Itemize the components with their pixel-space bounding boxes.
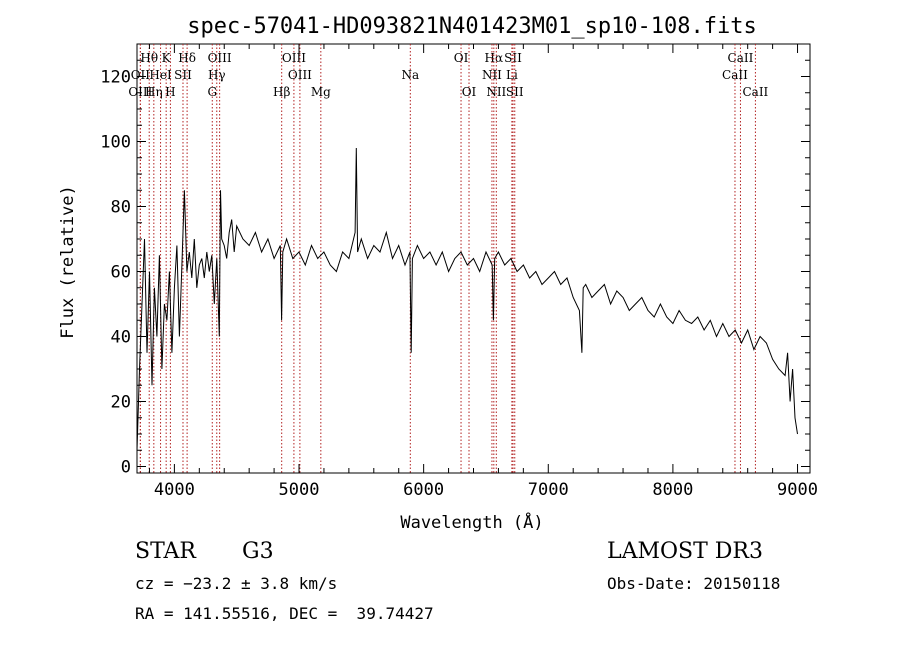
x-tick-label-1: 5000 (279, 480, 320, 500)
marker-label-18: OI (462, 85, 477, 99)
y-tick-label-1: 20 (111, 393, 131, 413)
marker-label-10: Hγ (208, 68, 226, 82)
marker-label-4: HeI (149, 68, 172, 82)
y-tick-label-4: 80 (111, 198, 131, 218)
x-tick-label-3: 7000 (528, 480, 569, 500)
y-tick-label-5: 100 (100, 133, 131, 153)
x-axis: 4000 5000 6000 7000 8000 9000 (148, 44, 818, 500)
x-tick-label-0: 4000 (154, 480, 195, 500)
marker-label-7: SII (174, 68, 192, 82)
chart-title: spec-57041-HD093821N401423M01_sp10-108.f… (187, 14, 757, 39)
marker-label-6: Hδ (178, 51, 196, 65)
marker-label-17: OI (454, 51, 469, 65)
class-label: STAR (135, 539, 196, 564)
marker-label-8: H (165, 85, 175, 99)
y-tick-label-0: 0 (121, 458, 131, 478)
y-tick-label-3: 60 (111, 263, 131, 283)
marker-label-1: OII (131, 68, 151, 82)
marker-label-12: OIII (282, 51, 306, 65)
x-tick-label-4: 8000 (652, 480, 693, 500)
subclass-label: G3 (242, 539, 274, 564)
marker-label-24: SII (506, 85, 524, 99)
redshift-text: cz = −23.2 ± 3.8 km/s (135, 574, 338, 593)
y-axis: 0 20 40 60 80 100 120 (100, 59, 810, 478)
marker-label-0: Hθ (140, 51, 158, 65)
marker-label-27: CaII (742, 85, 768, 99)
marker-label-14: Hβ (273, 85, 290, 99)
spectrum-line (136, 147, 798, 451)
marker-label-22: SII (504, 51, 522, 65)
marker-label-16: Na (401, 68, 419, 82)
x-tick-label-2: 6000 (403, 480, 444, 500)
marker-label-25: CaII (728, 51, 754, 65)
marker-label-20: NII (482, 68, 502, 82)
survey-label: LAMOST DR3 (607, 539, 763, 564)
y-tick-label-6: 120 (100, 68, 131, 88)
x-axis-label: Wavelength (Å) (400, 511, 543, 533)
marker-label-15: Mg (311, 85, 331, 99)
marker-label-19: Hα (485, 51, 504, 65)
marker-label-2: OIII (128, 85, 152, 99)
marker-label-9: OIII (208, 51, 232, 65)
marker-label-26: CaII (722, 68, 748, 82)
marker-label-21: NII (486, 85, 506, 99)
y-tick-label-2: 40 (111, 328, 131, 348)
x-tick-label-5: 9000 (777, 480, 818, 500)
coords-text: RA = 141.55516, DEC = 39.74427 (135, 604, 434, 623)
marker-label-5: Hη (145, 85, 163, 99)
line-markers: Hθ OII OIII K HeI Hη Hδ SII H OIII Hγ G OIII OIII Hβ Mg… (128, 44, 769, 473)
marker-label-13: OIII (288, 68, 312, 82)
obs-date-text: Obs-Date: 20150118 (607, 574, 781, 593)
marker-label-23: Li (506, 68, 518, 82)
marker-label-11: G (207, 85, 217, 99)
y-axis-label: Flux (relative) (58, 185, 78, 339)
marker-label-3: K (162, 51, 172, 65)
